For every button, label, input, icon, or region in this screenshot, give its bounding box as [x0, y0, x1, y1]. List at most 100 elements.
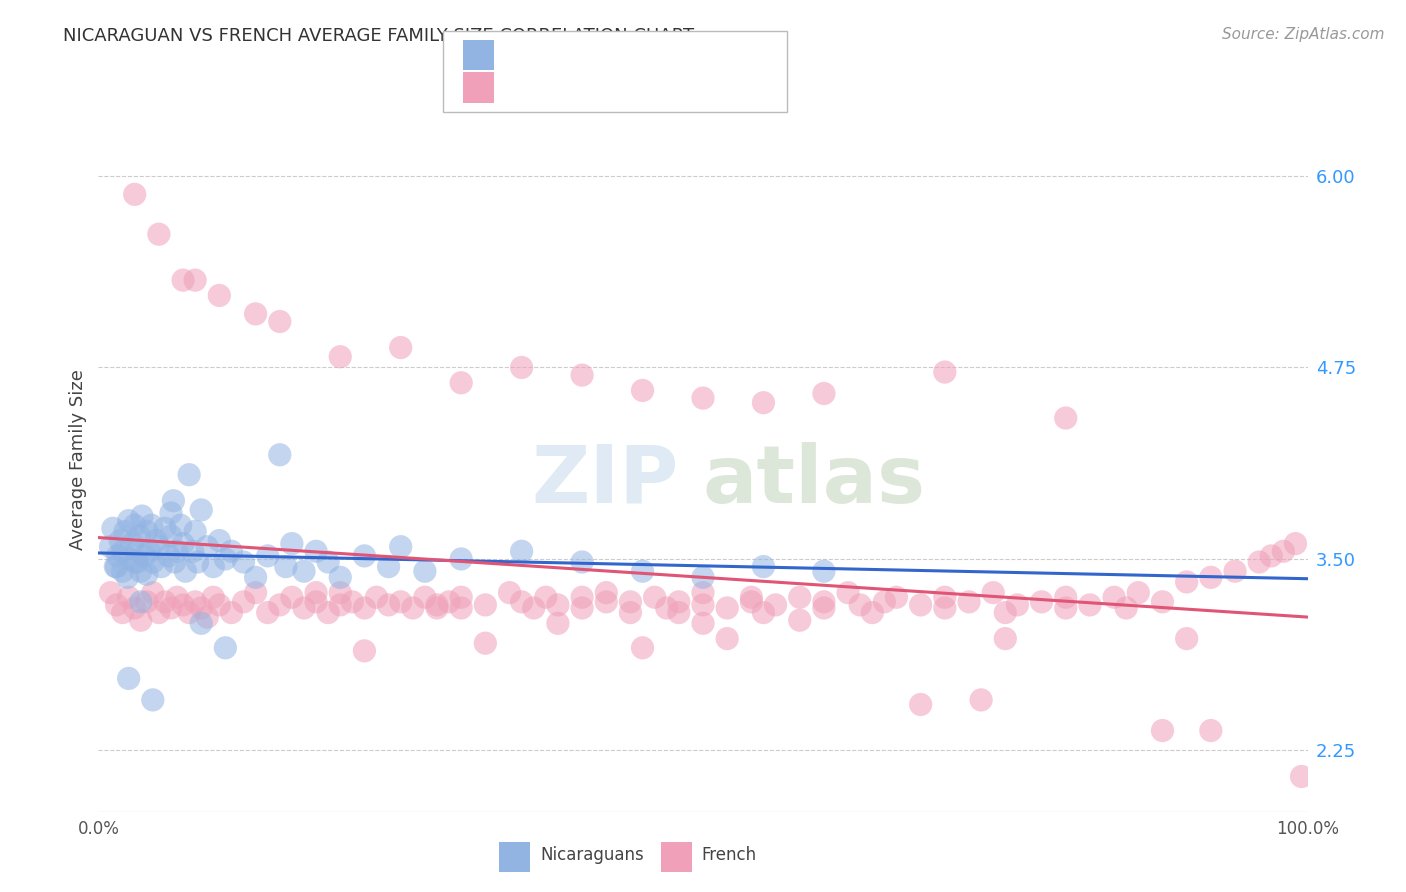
- Point: [118, 672, 141, 686]
- Point: [644, 591, 666, 605]
- Point: [141, 518, 163, 533]
- Point: [523, 601, 546, 615]
- Point: [129, 613, 152, 627]
- Point: [1199, 570, 1222, 584]
- Point: [619, 595, 641, 609]
- Point: [104, 559, 127, 574]
- Point: [970, 693, 993, 707]
- Point: [752, 395, 775, 409]
- Point: [450, 601, 472, 615]
- Point: [366, 591, 388, 605]
- Point: [105, 559, 128, 574]
- Point: [172, 536, 194, 550]
- Point: [1078, 598, 1101, 612]
- Point: [135, 524, 157, 539]
- Point: [129, 595, 152, 609]
- Point: [107, 549, 129, 563]
- Point: [329, 570, 352, 584]
- Point: [450, 591, 472, 605]
- Point: [179, 606, 201, 620]
- Point: [1260, 549, 1282, 563]
- Point: [813, 601, 835, 615]
- Point: [910, 598, 932, 612]
- Point: [269, 448, 291, 462]
- Point: [142, 693, 165, 707]
- Point: [190, 601, 212, 615]
- Point: [142, 585, 165, 599]
- Point: [655, 601, 678, 615]
- Point: [692, 570, 714, 584]
- Point: [571, 601, 593, 615]
- Point: [118, 591, 141, 605]
- Point: [413, 591, 436, 605]
- Point: [934, 365, 956, 379]
- Point: [510, 544, 533, 558]
- Point: [117, 570, 139, 584]
- Point: [692, 598, 714, 612]
- Point: [1152, 595, 1174, 609]
- Text: Source: ZipAtlas.com: Source: ZipAtlas.com: [1222, 27, 1385, 42]
- Point: [571, 591, 593, 605]
- Point: [837, 585, 859, 599]
- Point: [692, 585, 714, 599]
- Point: [135, 567, 157, 582]
- Point: [179, 467, 201, 482]
- Point: [153, 521, 176, 535]
- Point: [389, 540, 412, 554]
- Text: R =: R =: [505, 46, 538, 64]
- Point: [221, 544, 243, 558]
- Point: [124, 518, 146, 533]
- Point: [148, 606, 170, 620]
- Point: [631, 640, 654, 655]
- Point: [269, 598, 291, 612]
- Point: [129, 564, 152, 578]
- Point: [131, 509, 153, 524]
- Point: [281, 591, 304, 605]
- Point: [292, 601, 315, 615]
- Text: NICARAGUAN VS FRENCH AVERAGE FAMILY SIZE CORRELATION CHART: NICARAGUAN VS FRENCH AVERAGE FAMILY SIZE…: [63, 27, 695, 45]
- Point: [184, 273, 207, 287]
- Point: [111, 544, 134, 558]
- Point: [145, 533, 167, 548]
- Point: [1054, 601, 1077, 615]
- Text: 0.101: 0.101: [553, 78, 609, 96]
- Point: [195, 540, 218, 554]
- Point: [1031, 595, 1053, 609]
- Point: [692, 616, 714, 631]
- Point: [752, 559, 775, 574]
- Text: -0.041: -0.041: [553, 46, 617, 64]
- Point: [134, 549, 156, 563]
- Point: [1284, 536, 1306, 550]
- Point: [571, 555, 593, 569]
- Point: [849, 598, 872, 612]
- Point: [957, 595, 980, 609]
- Point: [342, 595, 364, 609]
- Point: [534, 591, 557, 605]
- Point: [813, 386, 835, 401]
- Point: [789, 613, 811, 627]
- Point: [437, 595, 460, 609]
- Point: [157, 549, 180, 563]
- Point: [190, 616, 212, 631]
- Point: [1249, 555, 1271, 569]
- Point: [981, 585, 1004, 599]
- Point: [269, 314, 291, 328]
- Point: [1223, 564, 1246, 578]
- Point: [111, 564, 134, 578]
- Point: [510, 595, 533, 609]
- Point: [135, 595, 157, 609]
- Point: [208, 533, 231, 548]
- Point: [195, 610, 218, 624]
- Point: [305, 595, 328, 609]
- Text: 70: 70: [693, 46, 718, 64]
- Point: [316, 555, 339, 569]
- Point: [910, 698, 932, 712]
- Point: [128, 529, 150, 543]
- Text: 114: 114: [693, 78, 731, 96]
- Point: [668, 606, 690, 620]
- Point: [101, 521, 124, 535]
- Point: [716, 601, 738, 615]
- Point: [148, 227, 170, 242]
- Point: [114, 524, 136, 539]
- Point: [510, 360, 533, 375]
